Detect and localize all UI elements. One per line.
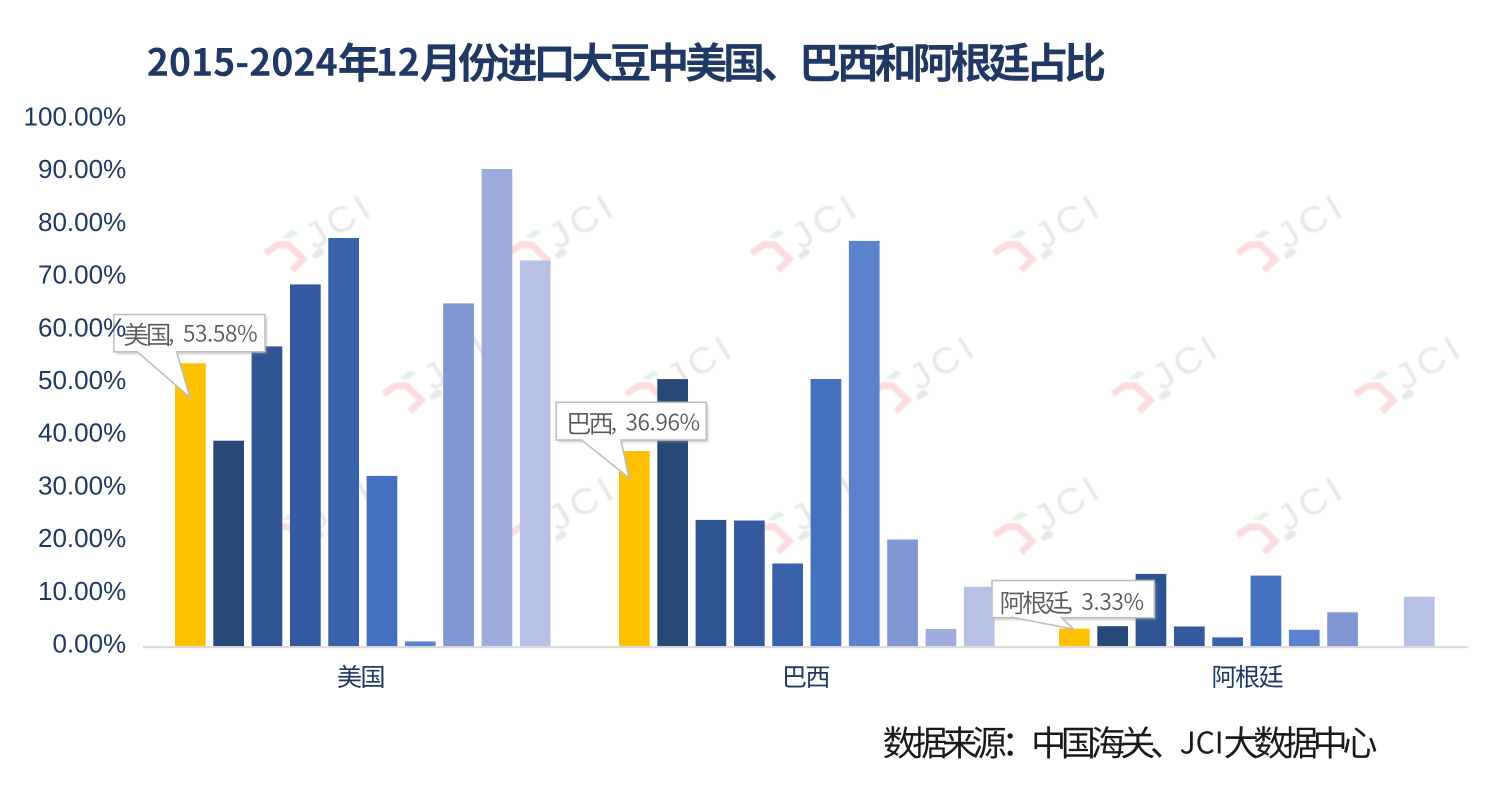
svg-text:10.00%: 10.00% <box>38 576 126 606</box>
svg-text:80.00%: 80.00% <box>38 207 126 237</box>
svg-text:20.00%: 20.00% <box>38 523 126 553</box>
svg-text:0.00%: 0.00% <box>52 629 126 659</box>
svg-text:40.00%: 40.00% <box>38 418 126 448</box>
svg-text:100.00%: 100.00% <box>24 102 127 132</box>
svg-text:90.00%: 90.00% <box>38 154 126 184</box>
svg-text:60.00%: 60.00% <box>38 312 126 342</box>
svg-text:50.00%: 50.00% <box>38 365 126 395</box>
svg-text:30.00%: 30.00% <box>38 470 126 500</box>
svg-text:70.00%: 70.00% <box>38 260 126 290</box>
